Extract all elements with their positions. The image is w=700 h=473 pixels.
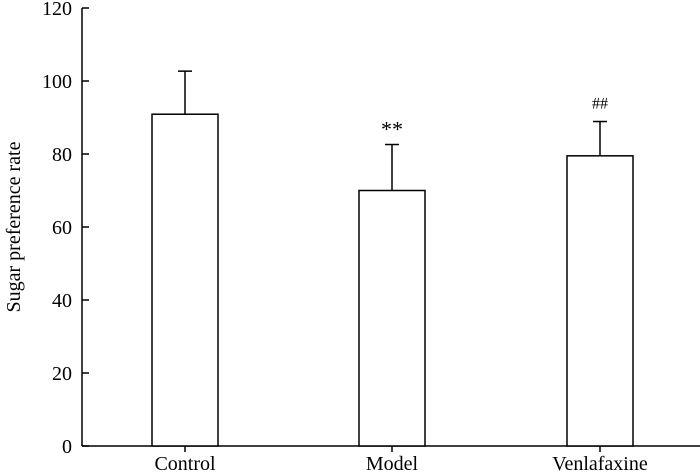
x-tick-label: Venlafaxine: [552, 453, 648, 473]
y-tick-label: 40: [52, 290, 72, 312]
y-axis-label: Sugar preference rate: [3, 141, 25, 312]
significance-marker: **: [381, 117, 403, 142]
y-tick-label: 20: [52, 363, 72, 385]
significance-marker: ##: [592, 96, 608, 113]
y-tick-label: 120: [42, 0, 72, 20]
y-tick-label: 60: [52, 217, 72, 239]
x-tick-label: Control: [154, 453, 216, 473]
y-tick-label: 100: [42, 71, 72, 93]
bar-model: [358, 189, 426, 447]
y-tick-label: 0: [62, 436, 72, 458]
x-tick-label: Model: [366, 453, 419, 473]
y-tick-label: 80: [52, 144, 72, 166]
bar-control: [151, 113, 219, 447]
bar-venlafaxine: [566, 155, 634, 447]
